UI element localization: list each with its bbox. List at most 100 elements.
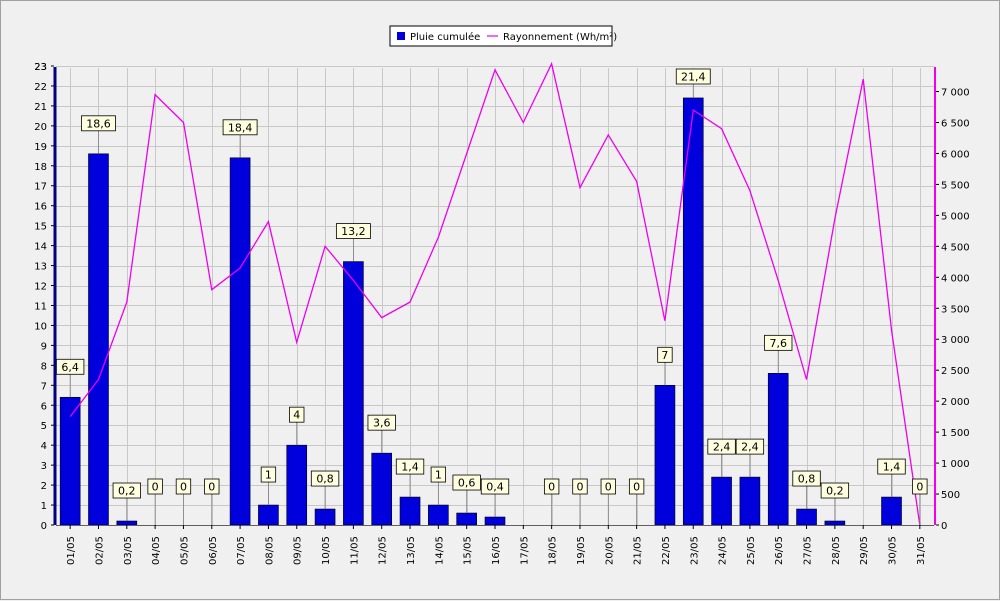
x-tick-label: 07/05 — [236, 536, 247, 565]
left-tick-label: 9 — [41, 341, 47, 352]
left-tick-label: 15 — [34, 222, 47, 233]
x-tick-label: 06/05 — [208, 536, 219, 565]
right-tick-label: 5 500 — [941, 180, 970, 191]
data-label-box — [912, 478, 928, 495]
left-tick-label: 17 — [34, 182, 47, 193]
legend-bar-swatch — [397, 32, 405, 40]
data-label-box — [310, 470, 340, 487]
data-label: 4 — [293, 409, 300, 422]
left-tick-label: 20 — [34, 122, 47, 133]
data-label: 21,4 — [681, 71, 706, 84]
data-label: 7 — [661, 349, 668, 362]
bar — [314, 508, 336, 526]
bar — [654, 385, 676, 526]
data-label-box — [175, 478, 192, 495]
bar — [824, 520, 846, 526]
bar — [229, 157, 251, 526]
data-label: 2,4 — [713, 441, 731, 454]
x-tick-label: 25/05 — [746, 536, 757, 565]
line-series — [69, 61, 921, 526]
left-tick-label: 1 — [41, 501, 47, 512]
right-tick-label: 4 500 — [941, 242, 970, 253]
legend: Pluie cumulée Rayonnement (Wh/m²) — [389, 25, 617, 47]
left-tick-label: 0 — [41, 521, 47, 532]
x-tick-label: 04/05 — [151, 536, 162, 565]
data-label-box — [877, 458, 906, 475]
x-tick-label: 11/05 — [349, 536, 360, 565]
right-tick-label: 6 000 — [941, 149, 970, 160]
data-label: 0 — [208, 481, 215, 494]
legend-line-label: Rayonnement (Wh/m²) — [503, 32, 617, 43]
data-label: 6,4 — [61, 361, 79, 374]
data-label-box — [675, 68, 711, 85]
data-label: 18,6 — [86, 117, 111, 130]
x-tick-label: 17/05 — [519, 536, 530, 565]
left-tick-label: 6 — [41, 401, 47, 412]
bar — [739, 476, 761, 526]
left-tick-label: 11 — [34, 301, 47, 312]
data-label: 1 — [435, 469, 442, 482]
x-tick-label: 23/05 — [689, 536, 700, 565]
data-label: 0 — [180, 481, 187, 494]
left-tick-label: 19 — [34, 142, 47, 153]
x-tick-label: 30/05 — [888, 536, 899, 565]
x-tick-label: 19/05 — [576, 536, 587, 565]
left-tick-label: 2 — [41, 481, 47, 492]
data-label-box — [452, 474, 481, 491]
x-tick-label: 18/05 — [548, 536, 559, 565]
data-label-box — [289, 406, 305, 423]
x-tick-label: 01/05 — [66, 536, 77, 565]
data-label: 0,8 — [316, 473, 334, 486]
left-tick-label: 14 — [34, 242, 47, 253]
left-tick-label: 21 — [34, 102, 47, 113]
left-tick-label: 10 — [34, 321, 47, 332]
data-label-box — [792, 470, 821, 487]
data-label: 7,6 — [769, 337, 787, 350]
data-label: 1,4 — [883, 461, 901, 474]
data-label-box — [112, 482, 141, 499]
data-label: 0 — [916, 481, 923, 494]
bar — [258, 504, 279, 526]
x-tick-label: 13/05 — [406, 536, 417, 565]
data-label-box — [81, 115, 116, 132]
data-label: 2,4 — [741, 441, 759, 454]
bar — [371, 452, 393, 526]
data-label: 0 — [605, 481, 612, 494]
data-label: 0,6 — [458, 477, 476, 490]
right-tick-label: 0 — [941, 521, 947, 532]
right-tick-label: 4 000 — [941, 273, 970, 284]
x-tick-label: 12/05 — [378, 536, 389, 565]
bar-series — [59, 97, 902, 526]
x-tick-label: 02/05 — [94, 536, 105, 565]
x-tick-label: 14/05 — [434, 536, 445, 565]
data-label-box — [395, 458, 425, 475]
x-tick-label: 09/05 — [293, 536, 304, 565]
left-tick-label: 18 — [34, 162, 47, 173]
left-tick-label: 8 — [41, 361, 47, 372]
data-label: 0 — [576, 481, 583, 494]
right-tick-label: 5 000 — [941, 211, 970, 222]
right-tick-label: 7 000 — [941, 88, 970, 99]
left-tick-label: 22 — [34, 82, 47, 93]
x-tick-label: 03/05 — [123, 536, 134, 565]
left-tick-label: 13 — [34, 262, 47, 273]
bar — [484, 516, 506, 526]
x-tick-label: 26/05 — [774, 536, 785, 565]
legend-bar-label: Pluie cumulée — [410, 31, 480, 43]
x-tick-label: 16/05 — [491, 536, 502, 565]
bar — [711, 476, 732, 526]
data-label: 0,2 — [826, 485, 844, 498]
left-tick-label: 5 — [41, 421, 47, 432]
data-label-box — [707, 438, 736, 455]
left-tick-label: 16 — [34, 202, 47, 213]
data-label-box — [657, 346, 673, 363]
data-label-box — [367, 414, 396, 431]
data-label-box — [735, 438, 765, 455]
data-label-box — [260, 466, 277, 483]
data-label-box — [764, 334, 793, 351]
data-label-box — [628, 478, 645, 495]
x-tick-label: 29/05 — [859, 536, 870, 565]
x-tick-label: 20/05 — [604, 536, 615, 565]
bar — [767, 373, 789, 526]
left-tick-label: 12 — [34, 282, 47, 293]
